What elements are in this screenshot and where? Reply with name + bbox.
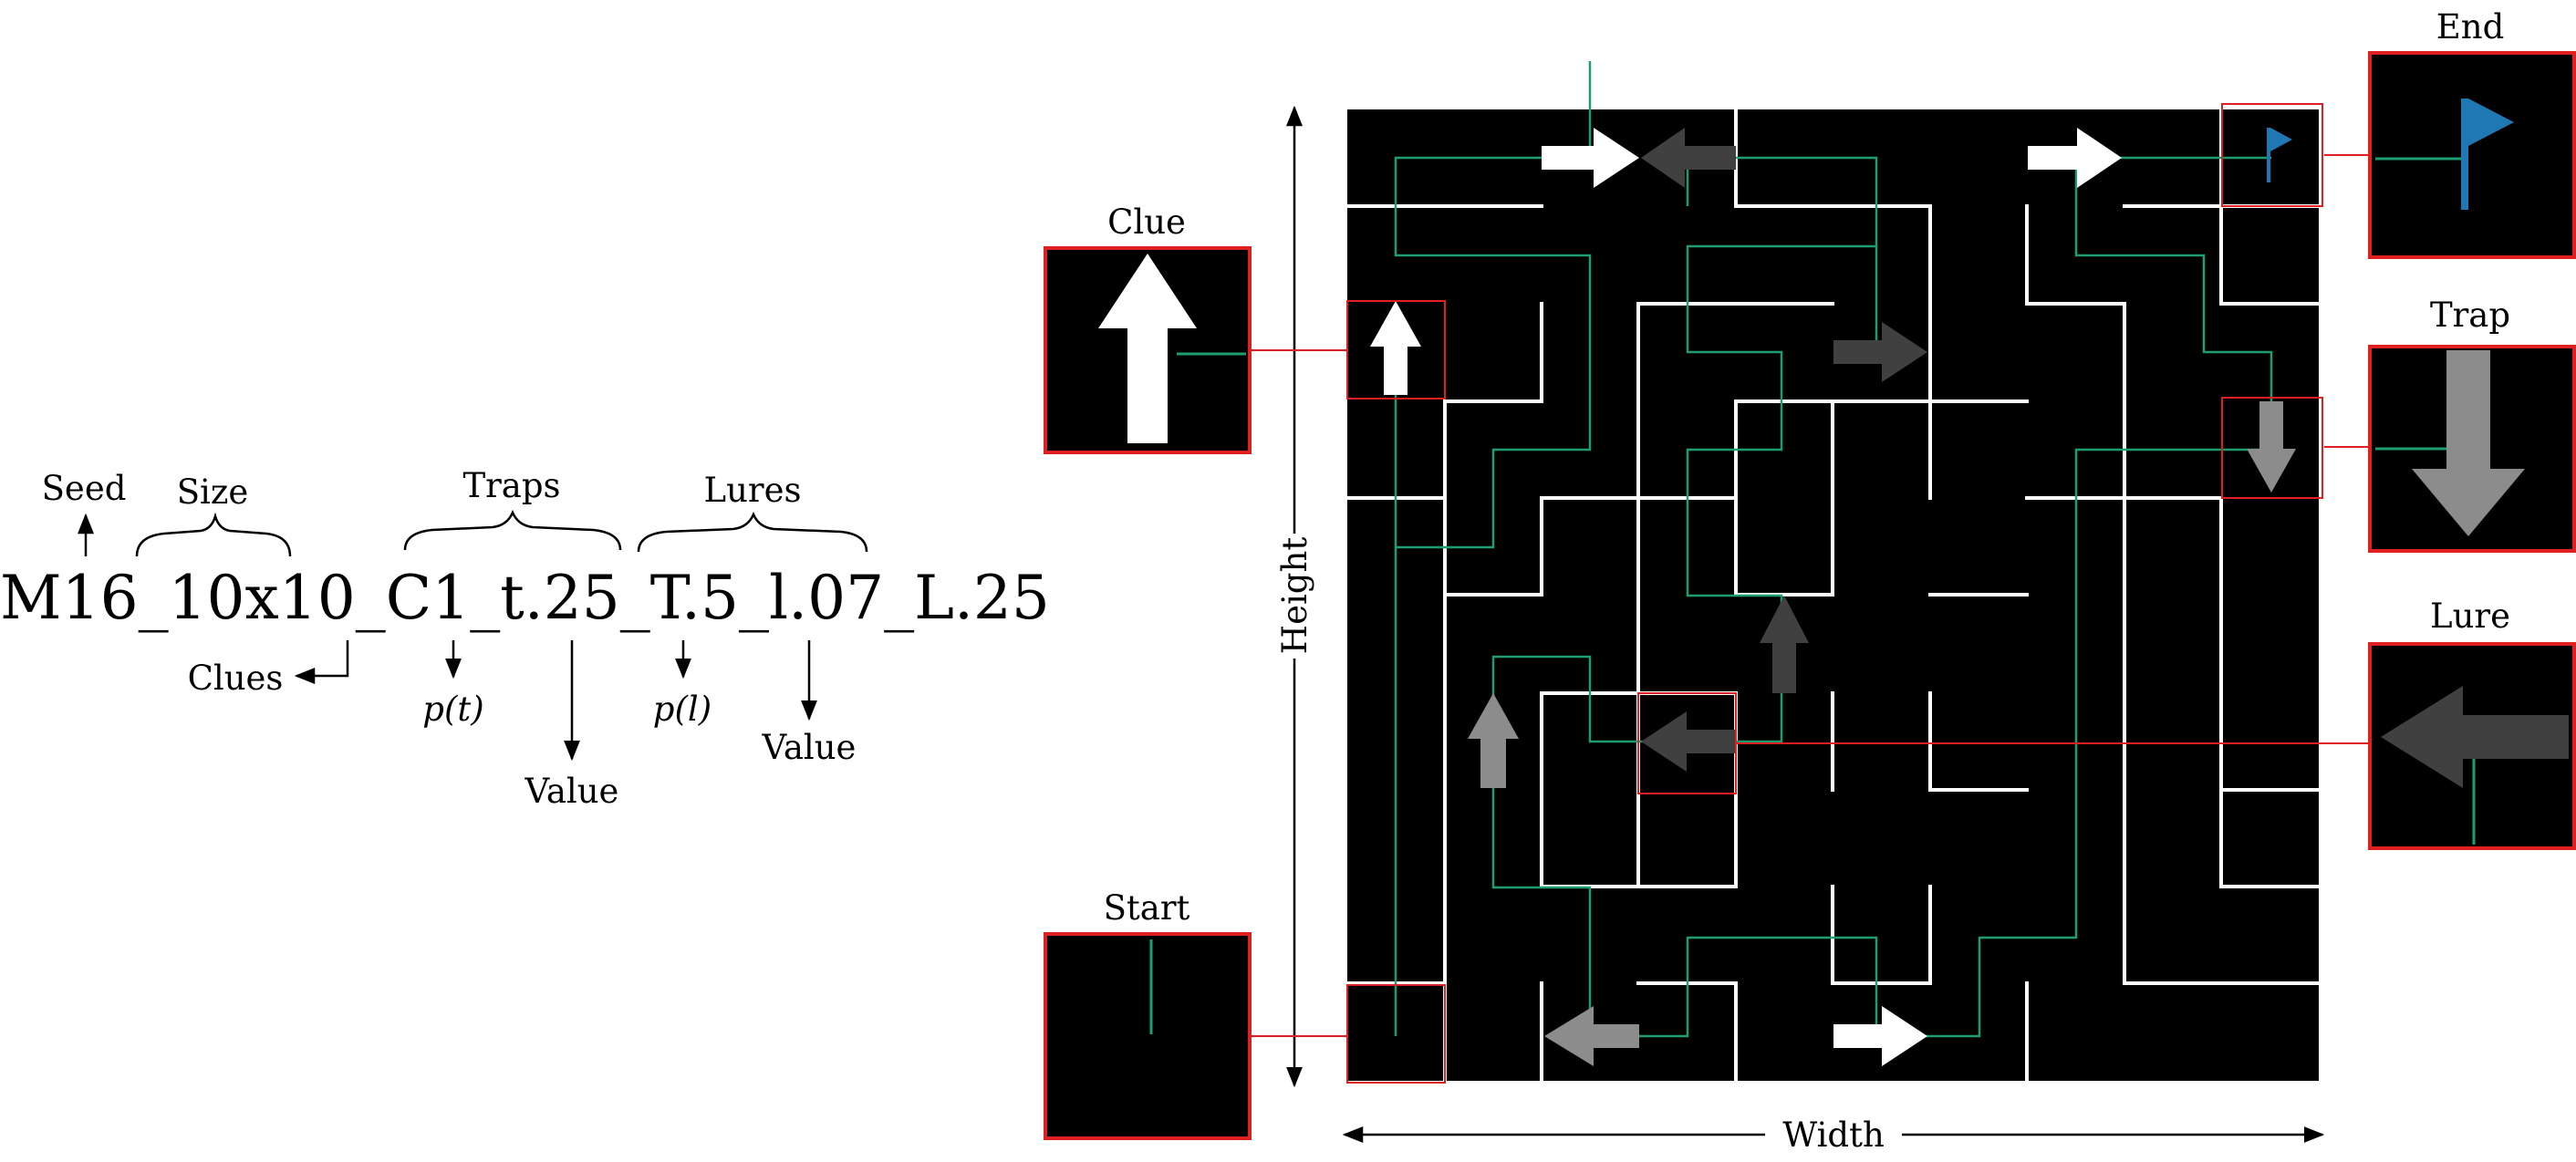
lures-brace — [637, 511, 868, 553]
trap-arrow-down — [2247, 401, 2296, 493]
height-label: Height — [1275, 537, 1314, 655]
clues-token: C1 — [386, 563, 471, 633]
size-label: Size — [177, 472, 249, 512]
separator: _ — [139, 563, 169, 633]
trap-inset-arrow-icon — [2412, 350, 2525, 536]
annotation-arrows — [78, 513, 817, 762]
dimension-arrows — [1286, 105, 2325, 1143]
separator: _ — [470, 563, 500, 633]
lure-inset-title: Lure — [2430, 597, 2510, 636]
trap-arrow-left — [1544, 1006, 1639, 1066]
end-inset: End — [2368, 7, 2576, 259]
trap-arrow-up — [1468, 693, 1519, 788]
start-inset-title: Start — [1104, 888, 1190, 928]
separator: _ — [620, 563, 650, 633]
lure-value-label: Value — [762, 728, 857, 767]
clue-arrow-right — [2028, 128, 2122, 188]
end-inset-flag-icon — [2461, 99, 2514, 210]
trap-inset-title: Trap — [2430, 296, 2510, 335]
annotations: Seed Size Traps Lures Clues p(t) p(l) Va… — [42, 466, 857, 811]
clue-inset-arrow-icon — [1098, 254, 1197, 443]
separator: _ — [739, 563, 769, 633]
trap-value-label: Value — [525, 772, 619, 811]
start-highlight — [1346, 984, 1446, 1084]
clue-arrow-up — [1370, 301, 1421, 395]
inset-connectors — [1251, 154, 2369, 1037]
lure-arrow-up — [1760, 596, 1809, 693]
start-inset: Start — [1044, 888, 1252, 1140]
lure-arrow-left — [1641, 128, 1736, 188]
clue-arrow-right — [1542, 128, 1639, 188]
maze-arrows — [1370, 128, 2296, 1066]
clues-label: Clues — [188, 659, 284, 698]
seed-token: M16 — [0, 563, 139, 633]
clue-arrow-right — [1833, 1006, 1927, 1066]
trap-highlight — [2221, 397, 2323, 499]
trap-value-token: T.5 — [650, 563, 739, 633]
lure-probability-token: l.07 — [769, 563, 884, 633]
lure-arrow-left — [1641, 711, 1736, 772]
width-label: Width — [1782, 1115, 1885, 1155]
traps-label: Traps — [462, 466, 560, 505]
lure-inset: Lure — [2368, 597, 2576, 850]
size-brace — [135, 512, 292, 557]
end-inset-title: End — [2436, 7, 2505, 47]
lures-label: Lures — [704, 471, 802, 510]
lure-arrow-right — [1833, 322, 1927, 382]
size-token: 10x10 — [169, 563, 356, 633]
separator: _ — [356, 563, 386, 633]
clue-inset: Clue — [1044, 202, 1252, 454]
lure-value-token: L.25 — [914, 563, 1050, 633]
separator: _ — [884, 563, 914, 633]
braces — [135, 509, 868, 557]
end-highlight — [2221, 103, 2323, 207]
trap-inset: Trap — [2368, 296, 2576, 553]
lure-inset-arrow-icon — [2381, 686, 2569, 788]
maze-board — [1345, 61, 2323, 1084]
end-flag-icon — [2267, 128, 2292, 182]
clue-inset-title: Clue — [1107, 202, 1186, 242]
seed-label: Seed — [42, 469, 127, 508]
lure-probability-label: p(l) — [653, 690, 712, 729]
trap-probability-token: t.25 — [500, 563, 619, 633]
svg-text:M16_10x10_C1_t.25_T.5_l.07_L.2: M16_10x10_C1_t.25_T.5_l.07_L.25 — [0, 563, 1050, 633]
clues-arrow — [294, 640, 349, 684]
traps-brace — [403, 509, 622, 551]
name-string: M16_10x10_C1_t.25_T.5_l.07_L.25 — [0, 563, 1050, 633]
trap-probability-label: p(t) — [422, 690, 483, 729]
